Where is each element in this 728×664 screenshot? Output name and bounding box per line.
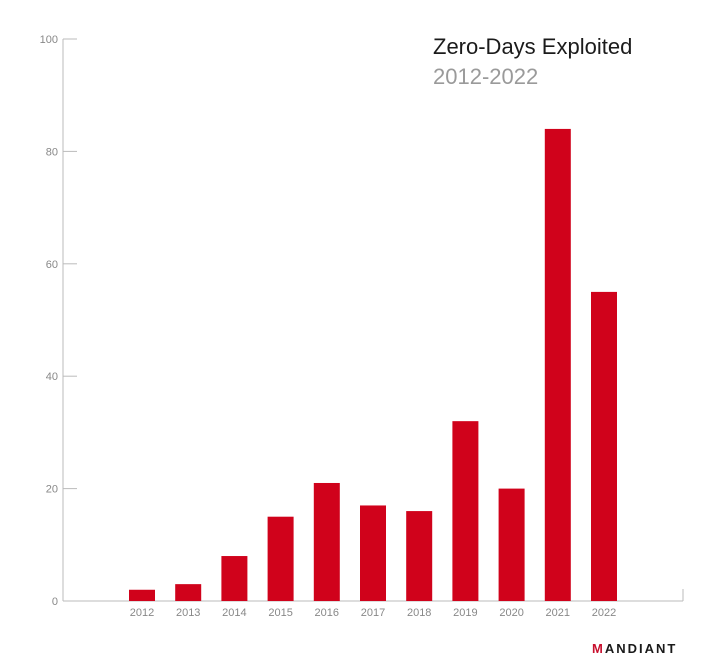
x-tick-label: 2022 bbox=[592, 607, 616, 619]
x-tick-label: 2020 bbox=[499, 607, 523, 619]
x-tick-label: 2016 bbox=[315, 607, 339, 619]
mandiant-logo: MANDIANT bbox=[592, 641, 677, 656]
x-tick-label: 2014 bbox=[222, 607, 246, 619]
bar-2019 bbox=[452, 421, 479, 601]
bar-2021 bbox=[544, 128, 571, 602]
x-tick-label: 2015 bbox=[268, 607, 292, 619]
chart-subtitle: 2012-2022 bbox=[433, 64, 539, 89]
x-tick-label: 2017 bbox=[361, 607, 385, 619]
logo-mark: M bbox=[592, 641, 605, 656]
chart-title: Zero-Days Exploited bbox=[433, 34, 633, 59]
y-tick-label: 60 bbox=[46, 259, 58, 271]
y-tick-label: 20 bbox=[46, 484, 58, 496]
bar-2015 bbox=[267, 516, 294, 601]
y-tick-label: 40 bbox=[46, 371, 58, 383]
x-tick-label: 2018 bbox=[407, 607, 431, 619]
bar-2018 bbox=[406, 511, 433, 601]
bar-2016 bbox=[313, 482, 340, 601]
y-tick-label: 80 bbox=[46, 146, 58, 158]
bar-2012 bbox=[129, 589, 155, 601]
bar-2013 bbox=[175, 584, 202, 601]
bar-2017 bbox=[360, 505, 386, 601]
bar-2014 bbox=[221, 556, 248, 601]
logo-text: ANDIANT bbox=[604, 641, 678, 656]
x-tick-label: 2021 bbox=[546, 607, 570, 619]
bar-2022 bbox=[591, 291, 617, 601]
x-tick-label: 2012 bbox=[130, 607, 154, 619]
y-tick-label: 100 bbox=[40, 34, 58, 46]
y-tick-label: 0 bbox=[52, 596, 58, 608]
x-tick-label: 2019 bbox=[453, 607, 477, 619]
x-tick-label: 2013 bbox=[176, 607, 200, 619]
bar-2020 bbox=[498, 488, 525, 601]
